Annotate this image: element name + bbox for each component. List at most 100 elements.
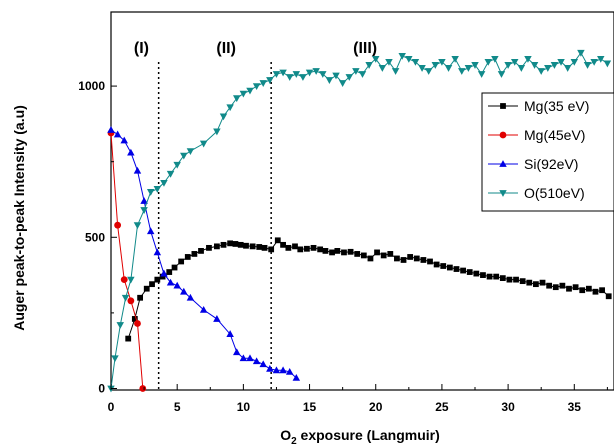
data-point [517,65,526,72]
data-point [233,348,241,356]
data-point [171,264,178,271]
data-point [533,281,539,288]
legend: Mg(35 eV) Mg(45eV) Si(92eV) O(510eV) [481,92,614,212]
data-point [374,249,380,256]
data-point [486,273,493,280]
legend-label: Si(92eV) [524,156,578,172]
data-point [566,285,572,292]
series-1 [107,129,147,392]
data-point [243,242,249,249]
data-point [143,285,150,292]
data-point [491,55,499,63]
data-point [198,248,204,254]
data-point [332,72,340,80]
y-axis-title: Auger peak-to-peak Intensity (a.u) [11,105,27,331]
plot-frame [110,11,614,391]
data-point [473,270,480,277]
data-point [583,62,592,69]
data-point [537,68,545,75]
data-point [484,59,492,66]
data-point [180,287,188,295]
x-tick-label: 10 [237,400,251,414]
data-point [120,276,128,284]
legend-label: O(510eV) [524,185,585,201]
data-point [504,62,512,69]
data-point [418,65,426,72]
data-point [173,161,181,169]
data-point [603,60,612,68]
data-point [453,266,460,272]
data-point [360,252,367,259]
data-point [140,207,148,214]
data-point [394,255,400,262]
data-point [292,243,298,250]
data-point [552,284,559,291]
data-point [299,74,307,81]
data-point [510,59,519,66]
data-point [398,52,406,60]
data-point [127,148,135,156]
data-point [597,55,605,63]
data-point [261,244,268,251]
data-point [252,83,261,90]
data-point [266,77,274,84]
data-point [133,222,142,230]
data-point [121,294,130,302]
series-2 [107,126,301,381]
data-point [279,366,287,374]
series-layer [107,49,612,393]
data-point [322,248,329,254]
data-point [266,364,274,372]
data-point [526,279,533,286]
data-point [220,241,227,248]
data-point [499,275,506,282]
data-point [424,68,433,75]
data-point [154,276,161,283]
series-3 [107,49,612,393]
data-point [259,80,267,87]
series-line [127,239,610,339]
data-point [159,273,166,280]
data-point [605,293,612,300]
data-point [246,354,254,362]
data-point [579,287,586,294]
data-point [146,189,155,196]
region-dividers [157,62,272,390]
data-point [304,245,310,252]
data-point [233,95,241,103]
data-point [585,285,592,292]
data-point [466,269,473,275]
data-point [544,65,552,72]
data-point [411,59,420,66]
data-point [385,59,393,66]
data-point [334,248,341,254]
data-point [239,90,248,98]
data-point [557,59,565,66]
data-point [378,65,387,72]
data-point [477,71,486,78]
data-point [312,68,320,75]
data-point [206,244,212,251]
data-point [246,87,254,95]
data-point [539,279,546,286]
y-tick-label: 500 [85,230,105,244]
data-point [367,255,374,262]
y-tick-label: 1000 [78,79,105,93]
data-point [297,246,304,253]
data-point [285,74,294,81]
data-point [493,273,500,280]
y-axis: 0 500 1000 [78,79,117,395]
data-point [405,55,413,63]
data-point [371,55,380,63]
data-point [178,258,185,265]
region-label: (II) [216,40,236,57]
region-labels: (I) (II) (III) [134,40,377,57]
data-point [237,241,244,248]
data-point [451,55,459,63]
data-point [319,71,327,78]
data-point [506,276,513,283]
data-point [186,148,195,156]
legend-marker [499,160,507,167]
x-tick-label: 20 [369,400,383,414]
data-point [226,104,234,112]
